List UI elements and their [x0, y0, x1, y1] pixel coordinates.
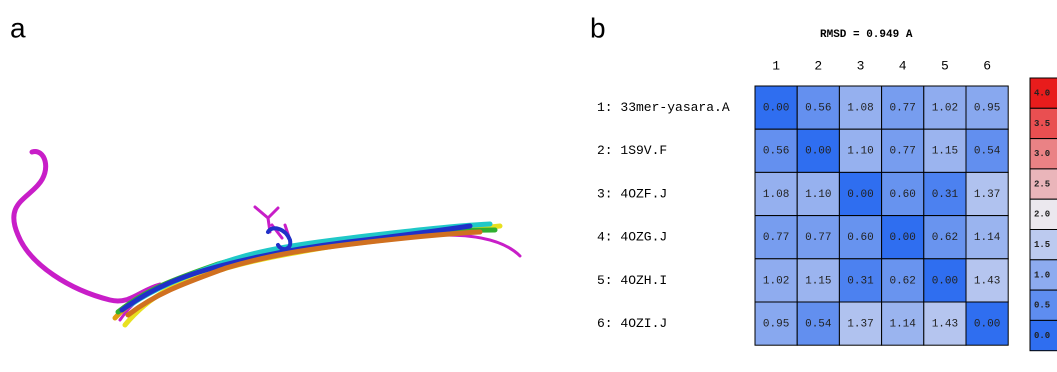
cell-label: 0.56: [763, 146, 789, 158]
colorbar-tick-label: 2.5: [1034, 179, 1050, 189]
colorbar-tick-label: 3.0: [1034, 149, 1050, 159]
cell-label: 0.54: [974, 146, 1001, 158]
row-label: 4: 4OZG.J: [597, 230, 667, 245]
column-label: 1: [772, 58, 780, 73]
figure: a b RMSD = 0.949 A 1 2 3 4 5 6 1: 33mer-yasara…: [0, 0, 1057, 372]
cell-label: 0.56: [805, 103, 831, 115]
row-label: 3: 4OZF.J: [597, 186, 667, 201]
column-label: 6: [983, 58, 991, 73]
column-label: 2: [814, 58, 822, 73]
cell-label: 1.08: [763, 189, 789, 201]
cell-label: 1.14: [974, 232, 1001, 244]
cell-label: 0.00: [763, 103, 789, 115]
row-label: 5: 4OZH.I: [597, 273, 667, 288]
cell-label: 1.15: [805, 275, 831, 287]
column-label: 5: [941, 58, 949, 73]
cell-label: 1.08: [847, 103, 873, 115]
cell-label: 0.77: [889, 146, 915, 158]
chart-title: RMSD = 0.949 A: [820, 29, 913, 41]
colorbar-tick-label: 0.0: [1034, 331, 1050, 341]
cell-label: 1.37: [847, 319, 873, 331]
cell-label: 0.00: [889, 232, 915, 244]
cell-label: 0.00: [805, 146, 831, 158]
cell-label: 0.31: [847, 275, 874, 287]
cell-label: 0.95: [763, 319, 789, 331]
row-label: 2: 1S9V.F: [597, 143, 667, 158]
colorbar-tick-label: 3.5: [1034, 119, 1050, 129]
column-label: 4: [899, 58, 907, 73]
cell-label: 1.10: [805, 189, 831, 201]
cell-label: 0.77: [805, 232, 831, 244]
colorbar-tick-label: 4.0: [1034, 89, 1050, 99]
cell-label: 1.02: [763, 275, 789, 287]
cell-label: 0.31: [932, 189, 959, 201]
structure-image: [14, 152, 520, 325]
cell-label: 1.37: [974, 189, 1000, 201]
cell-label: 1.02: [932, 103, 958, 115]
panel-label: a: [10, 12, 26, 43]
cell-label: 0.60: [847, 232, 873, 244]
cell-label: 0.95: [974, 103, 1000, 115]
cell-label: 0.00: [974, 319, 1000, 331]
cell-label: 0.54: [805, 319, 832, 331]
cell-label: 1.15: [932, 146, 958, 158]
row-label: 1: 33mer-yasara.A: [597, 100, 730, 115]
colorbar-tick-label: 1.0: [1034, 270, 1050, 280]
cell-label: 0.00: [932, 275, 958, 287]
panel-label: b: [590, 12, 606, 43]
cell-label: 1.10: [847, 146, 873, 158]
row-label: 6: 4OZI.J: [597, 316, 667, 331]
cell-label: 0.00: [847, 189, 873, 201]
colorbar-tick-label: 2.0: [1034, 210, 1050, 220]
colorbar-tick-label: 1.5: [1034, 240, 1050, 250]
cell-label: 0.60: [889, 189, 915, 201]
cell-label: 0.77: [763, 232, 789, 244]
cell-label: 1.43: [932, 319, 958, 331]
cell-label: 0.62: [932, 232, 958, 244]
cell-label: 0.62: [889, 275, 915, 287]
column-label: 3: [857, 58, 865, 73]
cell-label: 1.14: [889, 319, 916, 331]
colorbar-tick-label: 0.5: [1034, 301, 1050, 311]
cell-label: 0.77: [889, 103, 915, 115]
cell-label: 1.43: [974, 275, 1000, 287]
